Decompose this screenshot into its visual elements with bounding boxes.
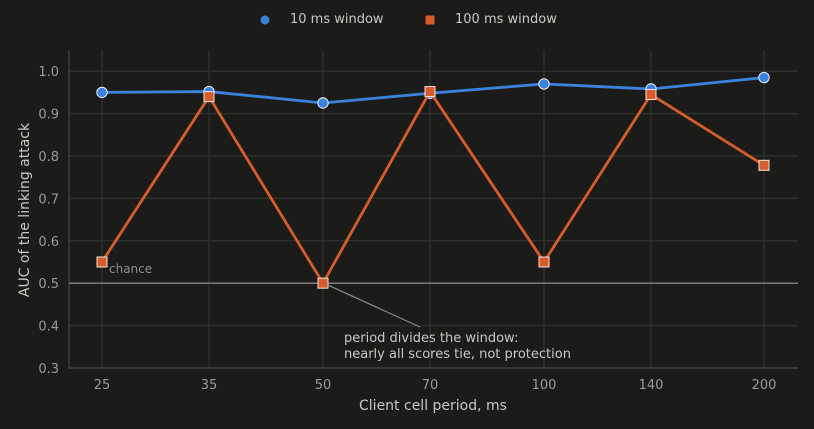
series-1-point-6 bbox=[758, 159, 770, 171]
annotation: period divides the window:nearly all sco… bbox=[325, 283, 571, 362]
x-tick-label-1: 35 bbox=[201, 378, 218, 393]
y-tick-label-2: 0.5 bbox=[38, 277, 59, 292]
legend: 10 ms window 100 ms window bbox=[260, 12, 557, 27]
annotation-line-0: period divides the window: bbox=[344, 331, 518, 346]
series-0-point-0 bbox=[96, 86, 108, 99]
x-tick-label-2: 50 bbox=[315, 378, 332, 393]
series-1-point-4 bbox=[538, 256, 550, 268]
y-tick-label-6: 0.9 bbox=[38, 108, 59, 123]
series-1-point-5 bbox=[645, 89, 657, 101]
legend-marker-0 bbox=[260, 15, 270, 25]
series-1-point-2 bbox=[317, 277, 329, 289]
y-tick-labels: 0.3 0.4 0.5 0.6 0.7 0.8 0.9 1.0 bbox=[38, 65, 59, 377]
annotation-line-1: nearly all scores tie, not protection bbox=[344, 347, 571, 362]
legend-marker-1 bbox=[425, 15, 435, 25]
series-0-point-6 bbox=[758, 71, 770, 84]
y-tick-label-7: 1.0 bbox=[38, 65, 59, 80]
series-0-point-4 bbox=[538, 78, 550, 90]
series-layer bbox=[96, 71, 770, 289]
annotation-arrow bbox=[325, 283, 421, 328]
x-tick-labels: 25 35 50 70 100 140 200 bbox=[94, 378, 777, 393]
x-tick-label-0: 25 bbox=[94, 378, 111, 393]
y-tick-label-0: 0.3 bbox=[38, 362, 59, 377]
legend-label-1: 100 ms window bbox=[455, 12, 557, 27]
legend-label-0: 10 ms window bbox=[290, 12, 384, 27]
axes bbox=[68, 50, 798, 369]
chance-reference: chance bbox=[69, 262, 798, 284]
series-0-point-2 bbox=[317, 97, 329, 109]
series-1-point-0 bbox=[96, 256, 108, 268]
x-tick-label-5: 140 bbox=[639, 378, 664, 393]
x-axis-label: Client cell period, ms bbox=[359, 398, 507, 414]
y-tick-label-1: 0.4 bbox=[38, 320, 59, 335]
series-1-point-1 bbox=[203, 91, 215, 103]
chance-label: chance bbox=[109, 262, 152, 276]
x-tick-label-6: 200 bbox=[752, 378, 777, 393]
y-tick-label-4: 0.7 bbox=[38, 192, 59, 207]
y-axis-label: AUC of the linking attack bbox=[17, 122, 33, 297]
y-tick-label-5: 0.8 bbox=[38, 150, 59, 165]
x-tick-label-3: 70 bbox=[422, 378, 439, 393]
series-1-point-3 bbox=[424, 86, 436, 98]
series-line-1 bbox=[100, 90, 765, 285]
y-tick-label-3: 0.6 bbox=[38, 235, 59, 250]
x-tick-label-4: 100 bbox=[532, 378, 557, 393]
